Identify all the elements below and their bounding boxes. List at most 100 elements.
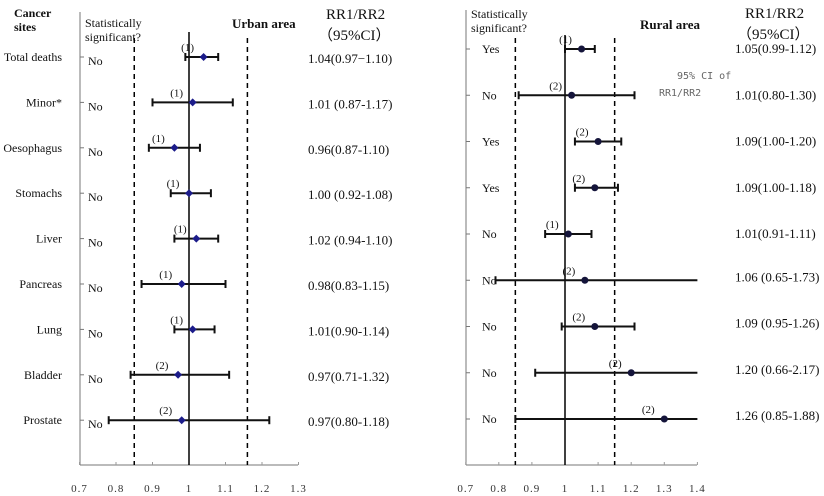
rural-x-tick-label: 0.8 bbox=[490, 483, 507, 495]
rural-footnote-marker: (2) bbox=[572, 173, 585, 185]
rural-rr-ci-value: 1.06 (0.65-1.73) bbox=[735, 269, 820, 284]
rural-estimate-point bbox=[568, 91, 576, 99]
rural-footnote-marker: (2) bbox=[549, 80, 562, 92]
rural-x-tick-label: 1.4 bbox=[689, 483, 706, 495]
rural-significance-value: No bbox=[482, 273, 497, 287]
cancer-site-label: Total deaths bbox=[4, 50, 62, 64]
rural-significance-value: No bbox=[482, 227, 497, 241]
cancer-site-label: Bladder bbox=[24, 368, 62, 382]
urban-significance-value: No bbox=[88, 326, 103, 340]
rural-footnote-marker: (2) bbox=[572, 312, 585, 324]
urban-estimate-point bbox=[177, 280, 186, 288]
right-significance-header-1: Statistically bbox=[471, 7, 528, 21]
urban-footnote-marker: (1) bbox=[159, 269, 172, 281]
urban-estimate-point bbox=[199, 53, 208, 61]
urban-significance-value: No bbox=[88, 372, 103, 386]
rural-estimate-point bbox=[660, 415, 668, 423]
urban-rr-ci-value: 0.97(0.80-1.18) bbox=[308, 414, 389, 429]
cancer-sites-header-1: Cancer bbox=[14, 6, 52, 20]
rural-rr-ci-value: 1.09(1.00-1.18) bbox=[735, 180, 816, 195]
urban-x-tick-label: 0.8 bbox=[108, 483, 125, 495]
cancer-site-label: Oesophagus bbox=[3, 141, 62, 155]
urban-x-tick-label: 0.7 bbox=[71, 483, 88, 495]
rural-significance-value: No bbox=[482, 320, 497, 334]
rural-rr-ci-value: 1.01(0.91-1.11) bbox=[735, 226, 816, 241]
urban-estimate-point bbox=[185, 189, 193, 198]
ci-note-line-2: RR1/RR2 bbox=[659, 88, 701, 99]
urban-footnote-marker: (1) bbox=[174, 224, 187, 236]
urban-footnote-marker: (1) bbox=[181, 42, 194, 54]
urban-footnote-marker: (2) bbox=[159, 405, 172, 417]
rural-rr-ci-value: 1.09 (0.95-1.26) bbox=[735, 316, 820, 331]
left-significance-header-2: significant? bbox=[85, 30, 141, 44]
urban-rr-ci-value: 1.00 (0.92-1.08) bbox=[308, 187, 393, 202]
left-rr-header: RR1/RR2 bbox=[326, 7, 385, 23]
rural-x-tick-label: 1.2 bbox=[623, 483, 640, 495]
rural-estimate-point bbox=[581, 276, 589, 284]
rural-rr-ci-value: 1.01(0.80-1.30) bbox=[735, 87, 816, 102]
urban-x-tick-label: 1.1 bbox=[217, 483, 234, 495]
rural-rr-ci-value: 1.09(1.00-1.20) bbox=[735, 134, 816, 149]
urban-estimate-point bbox=[170, 143, 179, 152]
rural-x-tick-label: 0.7 bbox=[457, 483, 474, 495]
urban-estimate-point bbox=[177, 416, 186, 425]
right-ci-header: （95%CI） bbox=[737, 26, 810, 43]
urban-estimate-point bbox=[192, 234, 201, 243]
right-significance-header-2: significant? bbox=[471, 21, 527, 35]
urban-rr-ci-value: 1.01 (0.87-1.17) bbox=[308, 96, 393, 111]
urban-significance-value: No bbox=[88, 281, 103, 295]
cancer-sites-header-2: sites bbox=[14, 20, 36, 34]
urban-footnote-marker: (1) bbox=[170, 314, 183, 326]
rural-footnote-marker: (1) bbox=[559, 34, 572, 46]
urban-significance-value: No bbox=[88, 236, 103, 250]
urban-x-tick-label: 0.9 bbox=[144, 483, 161, 495]
cancer-site-label: Prostate bbox=[23, 413, 62, 427]
rural-x-tick-label: 1.1 bbox=[590, 483, 607, 495]
rural-x-tick-label: 1.3 bbox=[656, 483, 673, 495]
cancer-site-label: Lung bbox=[37, 322, 62, 336]
rural-footnote-marker: (2) bbox=[576, 127, 589, 139]
urban-rr-ci-value: 1.01(0.90-1.14) bbox=[308, 323, 389, 338]
rural-x-tick-label: 1 bbox=[562, 483, 569, 495]
rural-estimate-point bbox=[591, 323, 599, 330]
rural-significance-value: Yes bbox=[482, 42, 500, 56]
rural-rr-ci-value: 1.05(0.99-1.12) bbox=[735, 41, 816, 56]
urban-footnote-marker: (1) bbox=[167, 178, 180, 190]
urban-estimate-point bbox=[174, 370, 183, 379]
rural-estimate-point bbox=[564, 230, 572, 238]
urban-estimate-point bbox=[188, 325, 197, 334]
urban-significance-value: No bbox=[88, 99, 103, 113]
urban-footnote-marker: (1) bbox=[170, 87, 183, 99]
left-ci-header: （95%CI） bbox=[318, 27, 391, 44]
left-significance-header-1: Statistically bbox=[85, 16, 142, 30]
rural-estimate-point bbox=[591, 184, 599, 192]
rural-estimate-point bbox=[594, 138, 602, 145]
rural-significance-value: No bbox=[482, 88, 497, 102]
urban-footnote-marker: (2) bbox=[156, 360, 169, 372]
right-rr-header: RR1/RR2 bbox=[745, 6, 804, 22]
rural-area-title: Rural area bbox=[640, 17, 701, 32]
rural-footnote-marker: (2) bbox=[642, 404, 655, 416]
rural-footnote-marker: (2) bbox=[562, 265, 575, 277]
rural-significance-value: Yes bbox=[482, 135, 500, 149]
urban-rr-ci-value: 1.04(0.97−1.10) bbox=[308, 51, 392, 66]
urban-rr-ci-value: 0.98(0.83-1.15) bbox=[308, 278, 389, 293]
urban-estimate-point bbox=[188, 98, 197, 107]
urban-significance-value: No bbox=[88, 145, 103, 159]
urban-footnote-marker: (1) bbox=[152, 133, 165, 145]
urban-rr-ci-value: 0.97(0.71-1.32) bbox=[308, 369, 389, 384]
cancer-site-label: Stomachs bbox=[15, 186, 62, 200]
rural-estimate-point bbox=[627, 369, 635, 377]
rural-estimate-point bbox=[578, 45, 586, 53]
rural-rr-ci-value: 1.26 (0.85-1.88) bbox=[735, 408, 820, 423]
urban-rr-ci-value: 0.96(0.87-1.10) bbox=[308, 142, 389, 157]
rural-footnote-marker: (1) bbox=[546, 219, 559, 231]
rural-x-tick-label: 0.9 bbox=[524, 483, 541, 495]
urban-rr-ci-value: 1.02 (0.94-1.10) bbox=[308, 233, 393, 248]
rural-rr-ci-value: 1.20 (0.66-2.17) bbox=[735, 362, 820, 377]
urban-x-tick-label: 1.2 bbox=[254, 483, 271, 495]
cancer-site-label: Pancreas bbox=[19, 277, 62, 291]
rural-significance-value: Yes bbox=[482, 181, 500, 195]
ci-note-line-1: 95% CI of bbox=[677, 71, 731, 82]
